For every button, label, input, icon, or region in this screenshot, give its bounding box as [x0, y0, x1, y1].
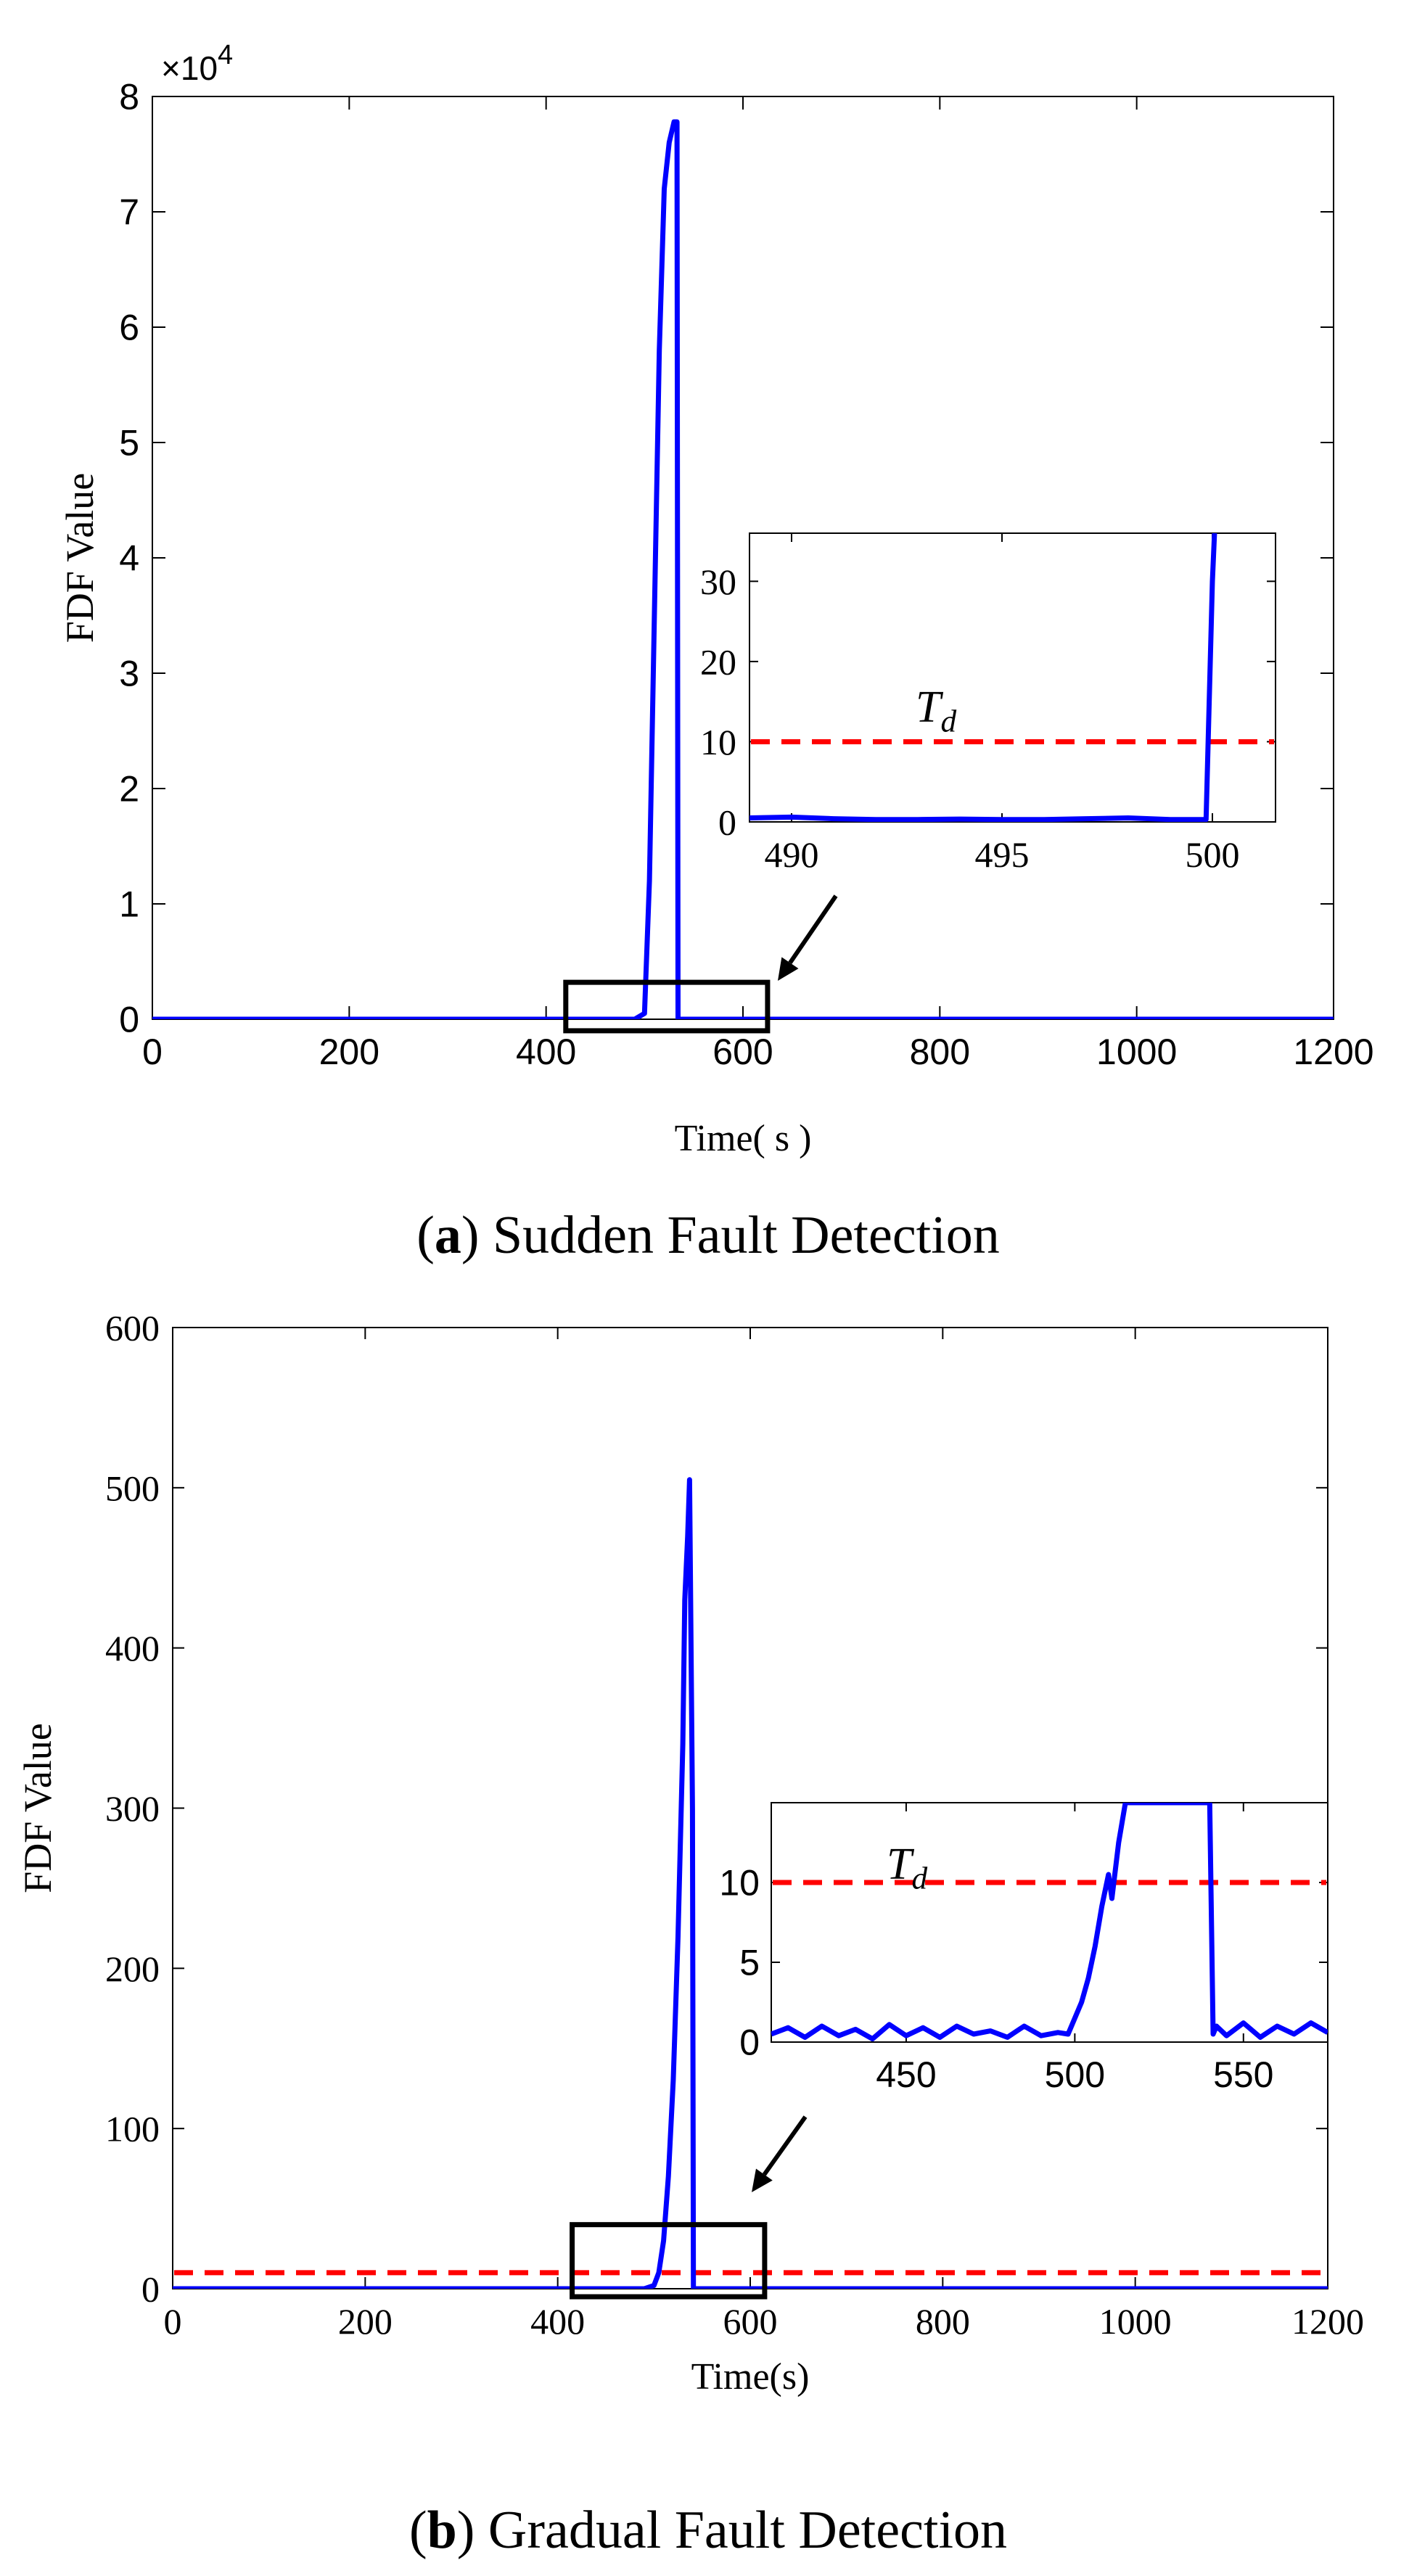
a-inset-y-tick-label: 20 — [700, 641, 736, 682]
a-x-tick-label: 1000 — [1096, 1032, 1177, 1072]
a-inset-y-tick-label: 30 — [700, 561, 736, 602]
caption-a: (a) Sudden Fault Detection — [416, 1206, 1000, 1265]
a-zoom-arrow-shaft — [788, 894, 838, 964]
b-inset-axes-frame — [771, 1802, 1328, 2043]
b-inset-y-tick-label: 5 — [739, 1943, 760, 1983]
b-inset-y-tick-label: 0 — [739, 2022, 760, 2063]
a-inset-y-tick-label: 10 — [700, 722, 736, 762]
b-zoom-arrow-head — [752, 2168, 773, 2192]
a-y-tick-label: 2 — [119, 769, 139, 810]
b-inset-x-tick-label: 450 — [876, 2054, 936, 2095]
b-x-axis-label: Time(s) — [691, 2356, 810, 2398]
a-series-line — [152, 119, 1334, 1019]
a-x-tick-label: 400 — [516, 1032, 576, 1072]
a-y-tick-label: 6 — [119, 308, 139, 348]
a-x-tick-label: 0 — [142, 1032, 163, 1072]
threshold-label: Td — [916, 683, 956, 739]
b-inset-x-tick-label: 500 — [1045, 2054, 1105, 2095]
b-x-tick-label: 0 — [164, 2301, 182, 2342]
b-inset-x-tick-label: 550 — [1213, 2054, 1273, 2095]
b-x-tick-label: 600 — [723, 2301, 778, 2342]
a-y-tick-label: 4 — [119, 538, 139, 579]
a-y-tick-label: 7 — [119, 192, 139, 233]
b-y-tick-label: 0 — [141, 2269, 160, 2310]
a-inset-x-tick-label: 490 — [765, 834, 819, 875]
caption-b: (b) Gradual Fault Detection — [409, 2501, 1007, 2560]
b-x-tick-label: 400 — [530, 2301, 585, 2342]
a-zoom-box — [563, 979, 771, 1034]
a-y-axis-label: FDF Value — [58, 473, 102, 643]
a-y-tick-label: 3 — [119, 654, 139, 694]
b-inset-y-tick-label: 10 — [719, 1863, 760, 1904]
b-y-tick-label: 600 — [105, 1308, 160, 1349]
a-y-tick-label: 5 — [119, 423, 139, 464]
a-inset-x-tick-label: 495 — [975, 834, 1030, 875]
a-inset-x-tick-label: 500 — [1186, 834, 1240, 875]
b-series-line — [173, 1477, 1328, 2289]
threshold-label: Td — [887, 1840, 927, 1896]
panel-b-chart: 0 200 400 600 800 1000 12000100200300400500600… — [16, 1308, 1364, 2398]
a-inset-y-tick-label: 0 — [718, 802, 736, 843]
b-x-tick-label: 800 — [916, 2301, 970, 2342]
b-x-tick-label: 200 — [338, 2301, 393, 2342]
a-inset-series-line — [749, 533, 1217, 822]
a-y-tick-label: 0 — [119, 1000, 139, 1040]
a-y-tick-label: 1 — [119, 884, 139, 925]
a-x-tick-label: 200 — [319, 1032, 379, 1072]
b-y-tick-label: 300 — [105, 1788, 160, 1829]
a-x-tick-label: 1200 — [1293, 1032, 1373, 1072]
a-y-tick-label: 8 — [119, 77, 139, 118]
a-x-axis-label: Time( s ) — [675, 1118, 812, 1159]
b-zoom-box — [570, 2222, 768, 2300]
b-y-tick-label: 500 — [105, 1468, 160, 1508]
b-y-tick-label: 200 — [105, 1949, 160, 1989]
a-zoom-arrow-head — [778, 957, 799, 981]
a-x-tick-label: 800 — [910, 1032, 970, 1072]
a-inset-axes-frame — [749, 532, 1276, 823]
b-y-axis-label: FDF Value — [16, 1723, 59, 1893]
y-multiplier-label: ×104 — [161, 40, 233, 87]
b-inset-series-line — [771, 1803, 1328, 2042]
b-y-tick-label: 100 — [105, 2109, 160, 2149]
b-y-tick-label: 400 — [105, 1628, 160, 1668]
b-x-tick-label: 1000 — [1099, 2301, 1172, 2342]
a-x-tick-label: 600 — [712, 1032, 773, 1072]
b-x-tick-label: 1200 — [1291, 2301, 1364, 2342]
b-zoom-arrow-shaft — [762, 2115, 808, 2176]
